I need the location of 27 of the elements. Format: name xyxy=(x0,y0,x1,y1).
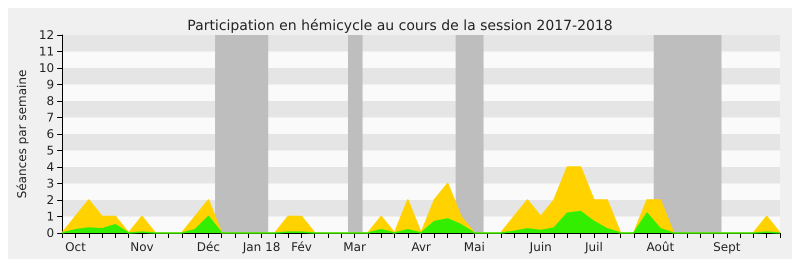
y-axis-title: Séances par semaine xyxy=(15,70,29,198)
y-tick-label: 2 xyxy=(46,193,54,207)
y-tick-label: 4 xyxy=(46,160,54,174)
x-tick-label: Sept xyxy=(713,240,741,254)
x-tick-label: Jan 18 xyxy=(242,240,280,254)
y-tick-label: 1 xyxy=(46,210,54,224)
y-tick-label: 7 xyxy=(46,110,54,124)
x-tick-label: Fév xyxy=(291,240,312,254)
x-tick-label: Oct xyxy=(65,240,86,254)
x-tick-label: Juil xyxy=(584,240,603,254)
y-tick-label: 6 xyxy=(46,127,54,141)
y-tick-label: 12 xyxy=(38,28,54,42)
x-tick-label: Août xyxy=(646,240,674,254)
x-tick-label: Déc xyxy=(196,240,220,254)
y-tick-label: 3 xyxy=(46,176,54,190)
y-tick-label: 0 xyxy=(46,226,54,240)
y-tick-label: 9 xyxy=(46,78,54,92)
x-tick-label: Juin xyxy=(528,240,552,254)
y-tick-label: 8 xyxy=(46,94,54,108)
x-tick-label: Nov xyxy=(130,240,154,254)
x-tick-label: Mai xyxy=(464,240,485,254)
chart-title: Participation en hémicycle au cours de la session 2017-2018 xyxy=(187,18,613,34)
y-tick-label: 10 xyxy=(38,61,54,75)
x-tick-label: Mar xyxy=(343,240,366,254)
y-tick-label: 11 xyxy=(38,44,54,58)
y-tick-label: 5 xyxy=(46,144,54,158)
x-tick-label: Avr xyxy=(411,240,431,254)
